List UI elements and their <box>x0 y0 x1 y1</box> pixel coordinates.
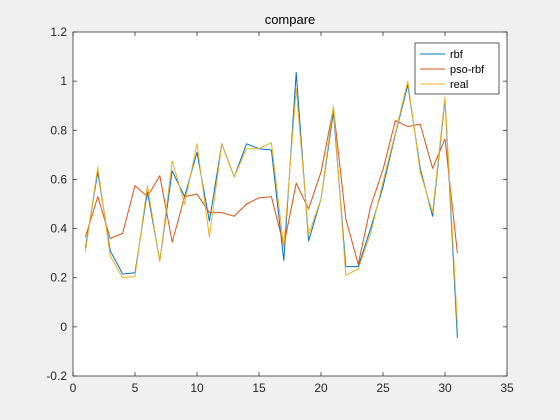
y-tick-label: 0.2 <box>50 271 67 285</box>
x-tick-label: 30 <box>438 381 452 395</box>
y-tick-label: 0.4 <box>50 222 67 236</box>
y-tick-label: 0 <box>60 320 67 334</box>
x-tick-label: 20 <box>314 381 328 395</box>
legend-label-rbf: rbf <box>450 49 464 61</box>
series-layer <box>84 72 458 338</box>
x-tick-label: 10 <box>190 381 204 395</box>
y-tick-label: 0.6 <box>50 172 67 186</box>
chart-title: compare <box>265 12 316 27</box>
legend: rbf pso-rbf real <box>414 42 500 95</box>
y-tick-label: 1 <box>60 74 67 88</box>
x-tick-label: 25 <box>376 381 390 395</box>
y-tick-label: 1.2 <box>50 25 67 39</box>
x-tick-label: 35 <box>500 381 514 395</box>
series-line-pso-rbf <box>84 107 458 265</box>
x-tick-label: 0 <box>70 381 77 395</box>
y-tick-label: 0.8 <box>50 123 67 137</box>
legend-label-real: real <box>450 79 468 91</box>
ticks-layer: 0 5 10 15 20 25 30 35-0.200.20.40.60.811.2 <box>46 25 514 395</box>
series-line-real <box>84 80 458 326</box>
y-tick-label: -0.2 <box>46 369 67 383</box>
axes-box <box>72 31 508 377</box>
x-tick-label: 5 <box>132 381 139 395</box>
x-tick-label: 15 <box>252 381 266 395</box>
legend-label-pso-rbf: pso-rbf <box>450 64 485 76</box>
